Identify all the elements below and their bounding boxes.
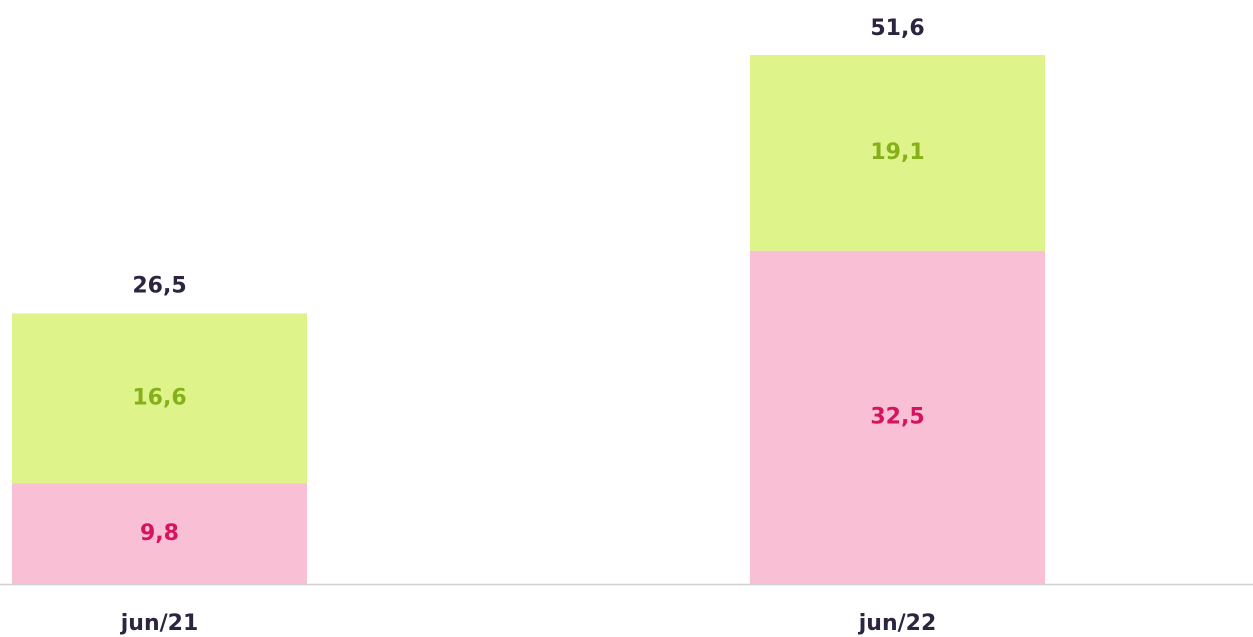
value-label: 16,6 (132, 385, 186, 410)
bar-segment (12, 313, 307, 484)
total-label: 51,6 (870, 16, 924, 41)
bar-segment (750, 55, 1045, 251)
bar-segment (750, 250, 1045, 584)
bar-segment (12, 483, 307, 584)
x-tick-label: jun/21 (120, 611, 199, 636)
total-label: 26,5 (132, 273, 186, 298)
value-label: 9,8 (140, 521, 179, 546)
value-label: 32,5 (870, 404, 924, 429)
value-label: 19,1 (870, 140, 924, 165)
x-tick-label: jun/22 (858, 611, 937, 636)
